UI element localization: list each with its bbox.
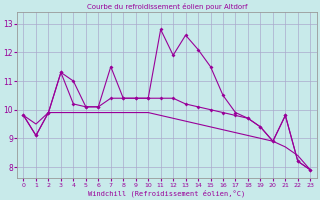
X-axis label: Windchill (Refroidissement éolien,°C): Windchill (Refroidissement éolien,°C): [88, 189, 245, 197]
Title: Courbe du refroidissement éolien pour Altdorf: Courbe du refroidissement éolien pour Al…: [87, 3, 247, 10]
